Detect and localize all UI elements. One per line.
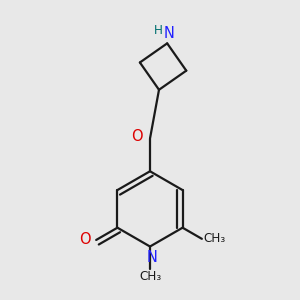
- Text: N: N: [146, 250, 157, 265]
- Text: CH₃: CH₃: [139, 270, 161, 283]
- Text: O: O: [131, 129, 143, 144]
- Text: O: O: [79, 232, 90, 247]
- Text: CH₃: CH₃: [203, 232, 226, 245]
- Text: N: N: [164, 26, 174, 41]
- Text: H: H: [154, 25, 163, 38]
